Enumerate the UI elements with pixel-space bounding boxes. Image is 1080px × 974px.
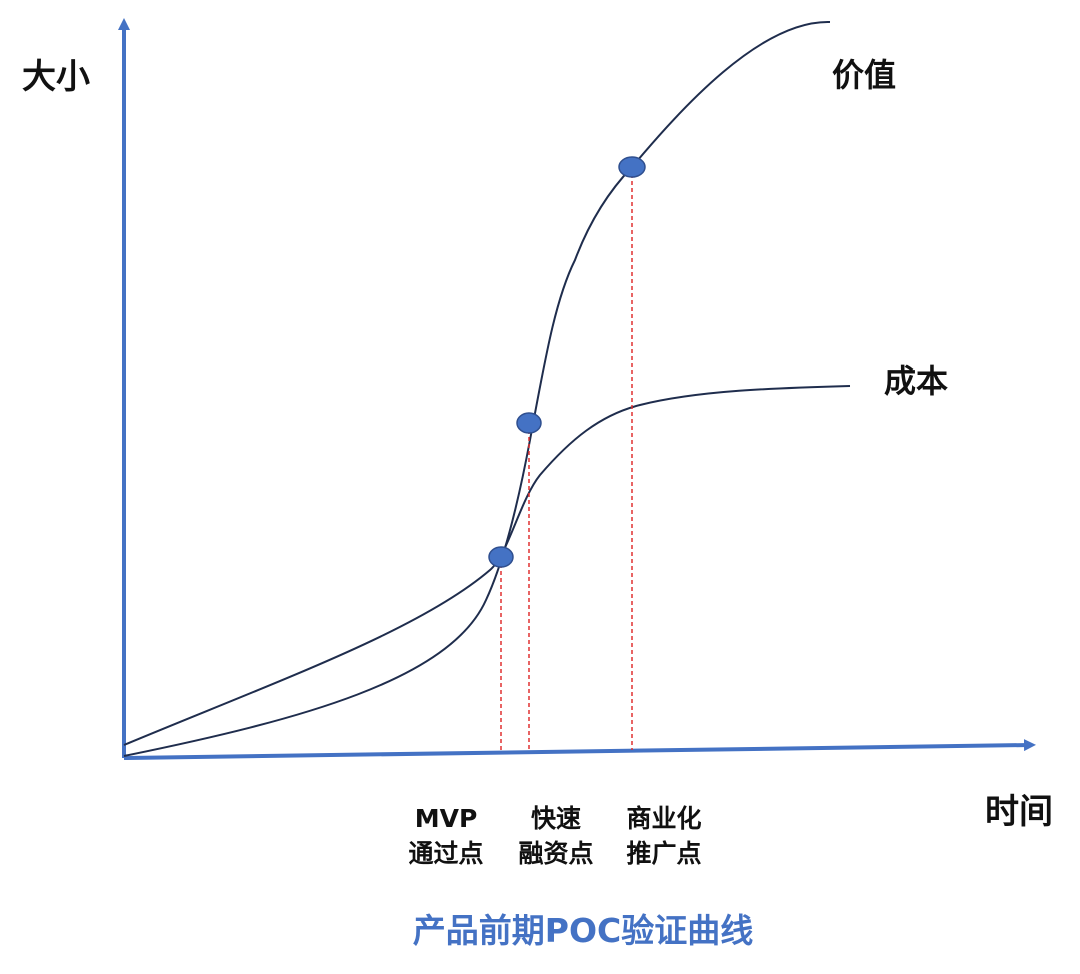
milestone-commercial-line1: 商业化 (626, 804, 701, 833)
milestone-funding-line2: 融资点 (518, 839, 593, 868)
milestone-funding-line1: 快速 (531, 804, 581, 833)
y-axis-label: 大小 (22, 57, 90, 97)
cost-curve-label: 成本 (884, 362, 948, 400)
marker-mvp (488, 546, 514, 568)
diagram-title: 产品前期POC验证曲线 (413, 911, 753, 950)
milestone-commercial-line2: 推广点 (626, 839, 701, 868)
milestone-mvp-line2: 通过点 (408, 839, 483, 868)
x-axis (123, 739, 1036, 760)
milestone-mvp-line1: MVP (415, 804, 478, 833)
value-curve (123, 20, 831, 757)
marker-funding (516, 412, 542, 434)
x-axis-label: 时间 (985, 792, 1053, 832)
marker-commercial (618, 156, 646, 178)
value-curve-label: 价值 (832, 56, 896, 94)
cost-curve (123, 385, 851, 746)
